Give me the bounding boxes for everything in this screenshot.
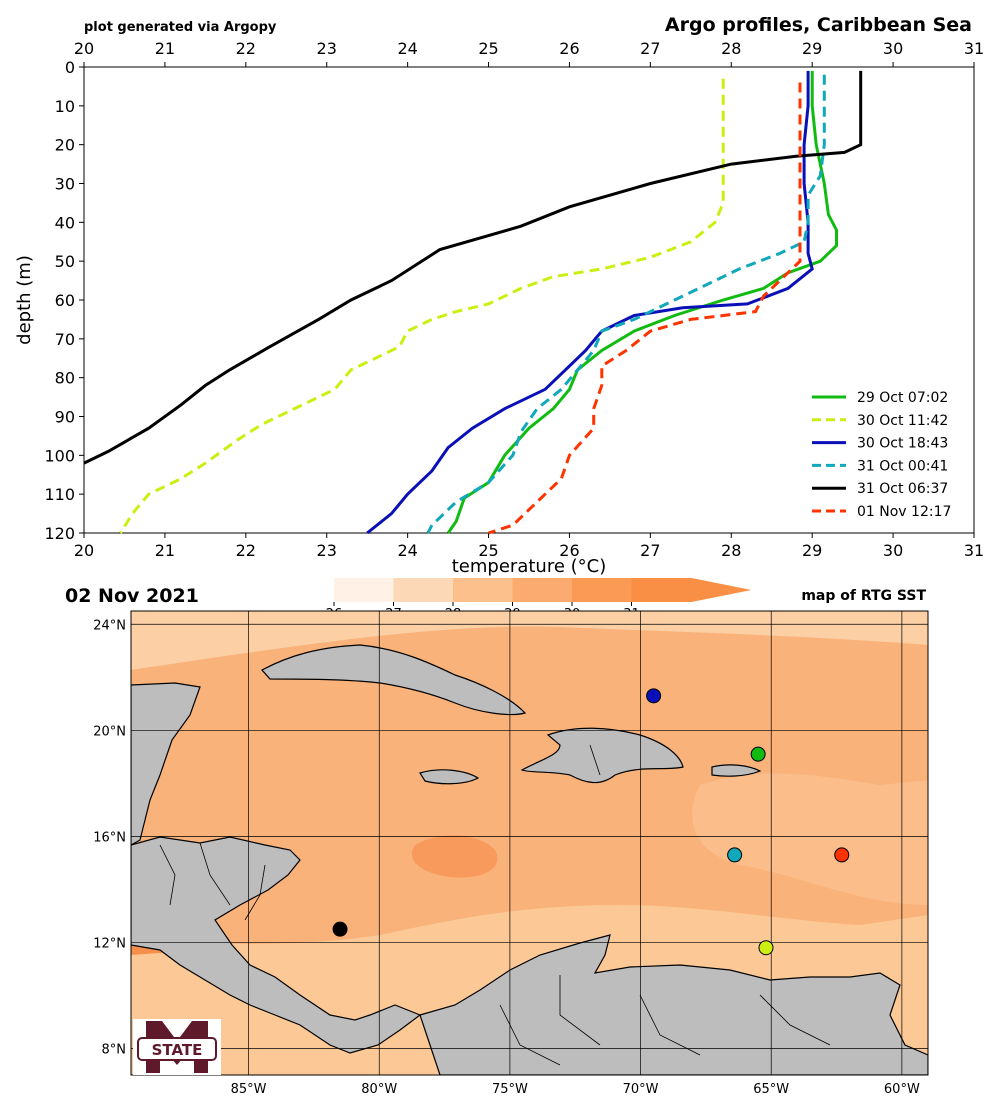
south-america [419,934,928,1075]
colorbar-arrow [631,578,752,602]
y-tick-label: 90 [55,408,75,427]
x-tick-label-bottom: 28 [721,541,741,560]
y-tick-label: 40 [55,213,75,232]
x-tick-label-bottom: 29 [802,541,822,560]
x-tick-label-top: 21 [155,39,175,58]
legend-label: 30 Oct 11:42 [857,413,948,429]
float-marker-1 [750,746,766,762]
x-tick-label-bottom: 21 [155,541,175,560]
logo-banner [137,1037,217,1061]
y-tick-label: 10 [55,97,75,116]
profile-line-6 [488,82,802,535]
puerto-rico [711,764,762,777]
lon-tick-label: 85°W [231,1082,267,1097]
x-tick-label-top: 30 [883,39,903,58]
sst-band-north [131,611,928,670]
y-tick-label: 100 [44,446,75,465]
lat-tick-label: 20°N [93,724,126,739]
x-tick-label-bottom: 31 [964,541,984,560]
colorbar-segment [512,578,572,602]
legend-label: 30 Oct 18:43 [857,436,948,452]
lon-tick-label: 75°W [492,1082,528,1097]
x-tick-label-bottom: 23 [317,541,337,560]
map-date: 02 Nov 2021 [65,585,199,607]
x-tick-label-top: 29 [802,39,822,58]
x-tick-label-bottom: 25 [478,541,498,560]
cuba [261,644,527,716]
jamaica [419,769,480,785]
y-tick-label: 30 [55,175,75,194]
float-marker-2 [758,940,774,956]
y-tick-label: 50 [55,252,75,271]
map-frame [130,610,929,1076]
map-title: map of RTG SST [801,588,926,604]
logo-text: STATE [152,1041,203,1059]
y-tick-label: 110 [44,485,75,504]
profile-line-5 [83,70,863,465]
float-marker-3 [646,688,662,704]
sst-band-east [692,773,928,905]
x-tick-label-top: 28 [721,39,741,58]
x-tick-label-top: 24 [397,39,417,58]
profile-line-1 [446,70,838,534]
x-tick-label-top: 27 [640,39,660,58]
yucatan [131,682,201,846]
map-grid [131,611,928,1075]
x-tick-label-top: 23 [317,39,337,58]
x-tick-label-bottom: 27 [640,541,660,560]
colorbar-segment [572,578,632,602]
central-america [131,836,422,1054]
chart-subtitle: plot generated via Argopy [84,20,277,35]
x-tick-label-bottom: 24 [397,541,417,560]
x-tick-label-bottom: 20 [74,541,94,560]
profile-line-2 [119,78,725,534]
profile-line-3 [366,70,814,535]
x-axis-label: temperature (°C) [452,556,606,577]
lon-tick-label: 80°W [361,1082,397,1097]
y-tick-label: 20 [55,136,75,155]
y-tick-label: 120 [44,524,75,543]
lat-tick-label: 16°N [93,830,126,845]
float-marker-4 [727,847,743,863]
borders [159,744,831,1066]
x-tick-label-bottom: 26 [559,541,579,560]
sst-warm-patch [411,835,498,878]
lat-tick-label: 24°N [93,618,126,633]
legend: 29 Oct 07:02 30 Oct 11:42 30 Oct 18:43 31 O… [812,390,951,520]
hispaniola [520,727,684,784]
legend-label: 01 Nov 12:17 [857,504,951,520]
plot-frame [83,66,975,534]
legend-label: 31 Oct 06:37 [857,481,948,497]
x-tick-label-top: 20 [74,39,94,58]
y-tick-label: 80 [55,369,75,388]
sst-map: 02 Nov 2021 map of RTG SST 262728293031 [65,578,929,1097]
legend-label: 31 Oct 00:41 [857,458,948,474]
legend-label: 29 Oct 07:02 [857,390,948,406]
msu-state-logo: STATE [133,1019,221,1075]
lat-tick-label: 12°N [93,936,126,951]
colorbar-segment [334,578,394,602]
lon-tick-label: 60°W [884,1082,920,1097]
y-tick-label: 70 [55,330,75,349]
lat-tick-label: 8°N [102,1042,127,1057]
chart-title: Argo profiles, Caribbean Sea [665,14,972,36]
x-tick-label-top: 26 [559,39,579,58]
profile-line-4 [426,74,826,534]
x-tick-label-bottom: 22 [236,541,256,560]
float-marker-6 [834,847,850,863]
colorbar-segment [453,578,513,602]
x-tick-label-top: 22 [236,39,256,58]
colorbar-segment [393,578,453,602]
float-marker-5 [332,921,348,937]
profile-chart: plot generated via Argopy Argo profiles,… [14,14,984,577]
y-axis-label: depth (m) [14,255,35,345]
x-tick-label-top: 25 [478,39,498,58]
lon-tick-label: 65°W [753,1082,789,1097]
x-tick-label-top: 31 [964,39,984,58]
y-tick-label: 60 [55,291,75,310]
y-tick-label: 0 [65,58,75,77]
lon-tick-label: 70°W [623,1082,659,1097]
x-tick-label-bottom: 30 [883,541,903,560]
